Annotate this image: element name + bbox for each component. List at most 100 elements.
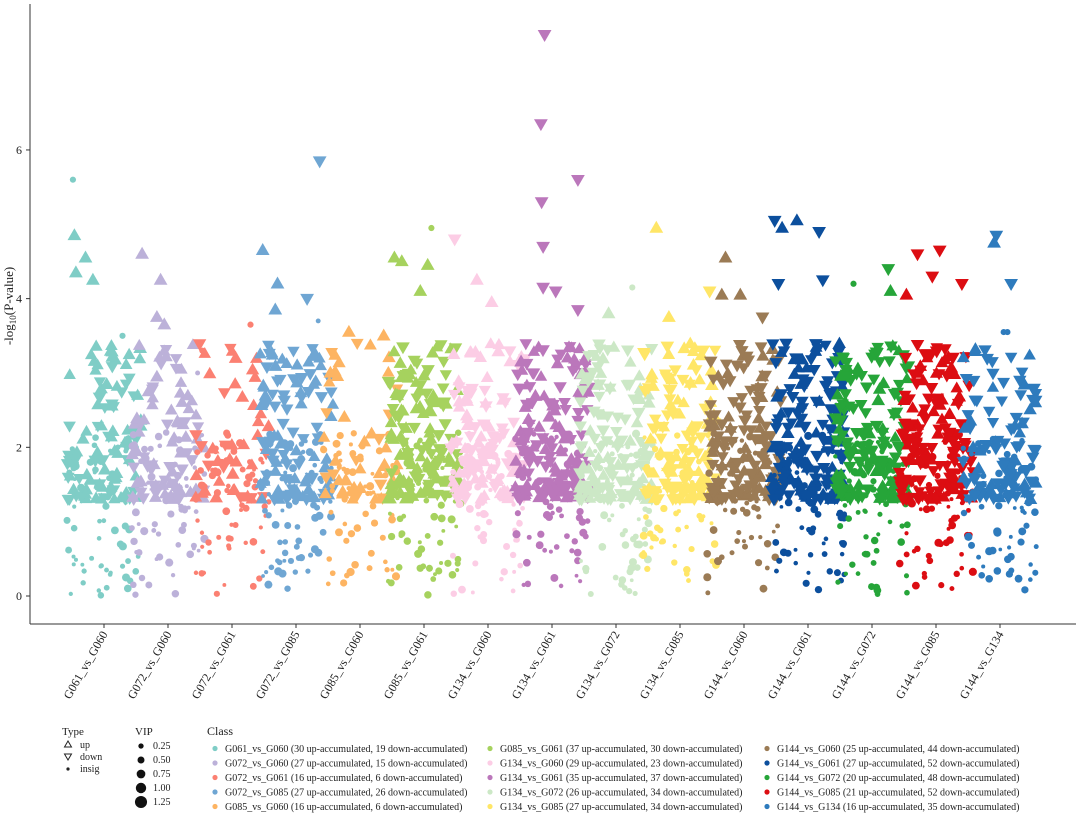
x-tick-label: G144_vs_G060	[700, 629, 750, 702]
data-point	[763, 539, 772, 548]
y-tick-label: 6	[16, 143, 22, 157]
data-point-down	[521, 427, 535, 439]
data-point-down	[996, 460, 1011, 473]
series-G134_vs_G060	[444, 234, 532, 597]
data-point-down	[450, 493, 465, 506]
data-point-highlight	[342, 324, 356, 337]
legend-vip-label: 0.25	[153, 741, 171, 752]
data-point	[480, 530, 488, 539]
data-point-down	[169, 354, 183, 365]
data-point-down	[385, 468, 398, 480]
data-point-down	[610, 426, 623, 438]
data-point-down	[448, 343, 463, 356]
data-point-down	[267, 494, 282, 507]
x-tick-label: G085_vs_G060	[316, 629, 366, 702]
data-point-up	[251, 428, 265, 440]
data-point-up	[644, 432, 658, 444]
data-point	[619, 531, 626, 538]
data-point-up	[417, 368, 431, 381]
data-point-down	[835, 488, 849, 500]
data-point-up	[927, 404, 940, 417]
data-point-down	[119, 379, 133, 391]
data-point-up	[474, 430, 488, 442]
data-point	[72, 504, 77, 509]
data-point-down	[564, 434, 577, 446]
data-point	[68, 591, 73, 597]
data-point	[993, 567, 1002, 575]
data-point-up	[324, 409, 338, 421]
data-point-down	[620, 380, 634, 392]
data-point	[239, 466, 246, 473]
data-point	[903, 573, 910, 579]
data-point-down	[898, 418, 912, 431]
data-point-highlight	[534, 119, 548, 132]
data-point	[807, 552, 814, 558]
data-point-down	[714, 463, 728, 476]
data-point-down	[383, 379, 397, 391]
data-point	[132, 591, 139, 598]
data-point-down	[1013, 375, 1027, 388]
data-point-down	[979, 439, 994, 452]
data-point-down	[558, 397, 571, 409]
data-point-up	[583, 424, 597, 436]
data-point	[370, 471, 375, 476]
data-point-down	[834, 415, 848, 427]
data-point-down	[134, 418, 148, 430]
data-point-up	[258, 474, 271, 486]
data-point-down	[997, 377, 1011, 390]
data-point	[178, 506, 186, 513]
data-point	[271, 520, 280, 529]
data-point-up	[866, 450, 881, 463]
data-point-highlight	[932, 245, 947, 258]
data-point-up	[484, 337, 497, 349]
data-point-up	[564, 452, 579, 464]
data-point	[703, 573, 712, 582]
data-point	[327, 512, 335, 521]
data-point	[903, 551, 910, 558]
data-point-up	[871, 393, 886, 406]
data-point	[213, 467, 218, 472]
data-point-up	[203, 366, 217, 379]
data-point	[199, 530, 205, 535]
data-point-down	[782, 490, 796, 503]
data-point-highlight	[67, 228, 82, 241]
data-point-down	[500, 458, 514, 470]
data-point	[709, 526, 718, 534]
y-axis-label: -log10(P-value)	[1, 267, 18, 345]
data-point	[69, 446, 75, 452]
data-point-up	[482, 420, 496, 432]
data-point	[522, 558, 531, 567]
data-point-down	[592, 339, 606, 352]
data-point-down	[1014, 390, 1028, 402]
data-point	[165, 558, 174, 567]
data-point-down	[809, 465, 823, 477]
data-point-down	[641, 486, 655, 498]
data-point-up	[245, 458, 259, 470]
data-point	[794, 470, 800, 475]
data-point	[875, 439, 881, 445]
data-point-down	[817, 462, 831, 475]
data-point-down	[410, 393, 423, 405]
data-point	[686, 578, 691, 583]
data-point-up	[834, 467, 848, 480]
data-point-up	[382, 350, 396, 363]
data-point	[526, 534, 532, 540]
data-point	[955, 514, 961, 520]
data-point	[845, 515, 852, 522]
data-point-down	[663, 394, 677, 406]
data-point	[390, 567, 395, 572]
data-point-up	[753, 421, 767, 433]
data-point-down	[301, 386, 316, 399]
data-point-down	[304, 472, 318, 485]
data-point-down	[723, 376, 737, 388]
data-point	[938, 582, 945, 589]
legend-type-symbol-down	[63, 753, 73, 761]
data-point	[641, 526, 648, 533]
data-point	[336, 431, 344, 440]
data-point-down	[517, 438, 531, 450]
data-point	[147, 472, 156, 481]
data-point-up	[372, 467, 385, 479]
data-point-down	[995, 396, 1008, 408]
data-point	[320, 445, 327, 452]
data-point-down	[690, 448, 705, 460]
